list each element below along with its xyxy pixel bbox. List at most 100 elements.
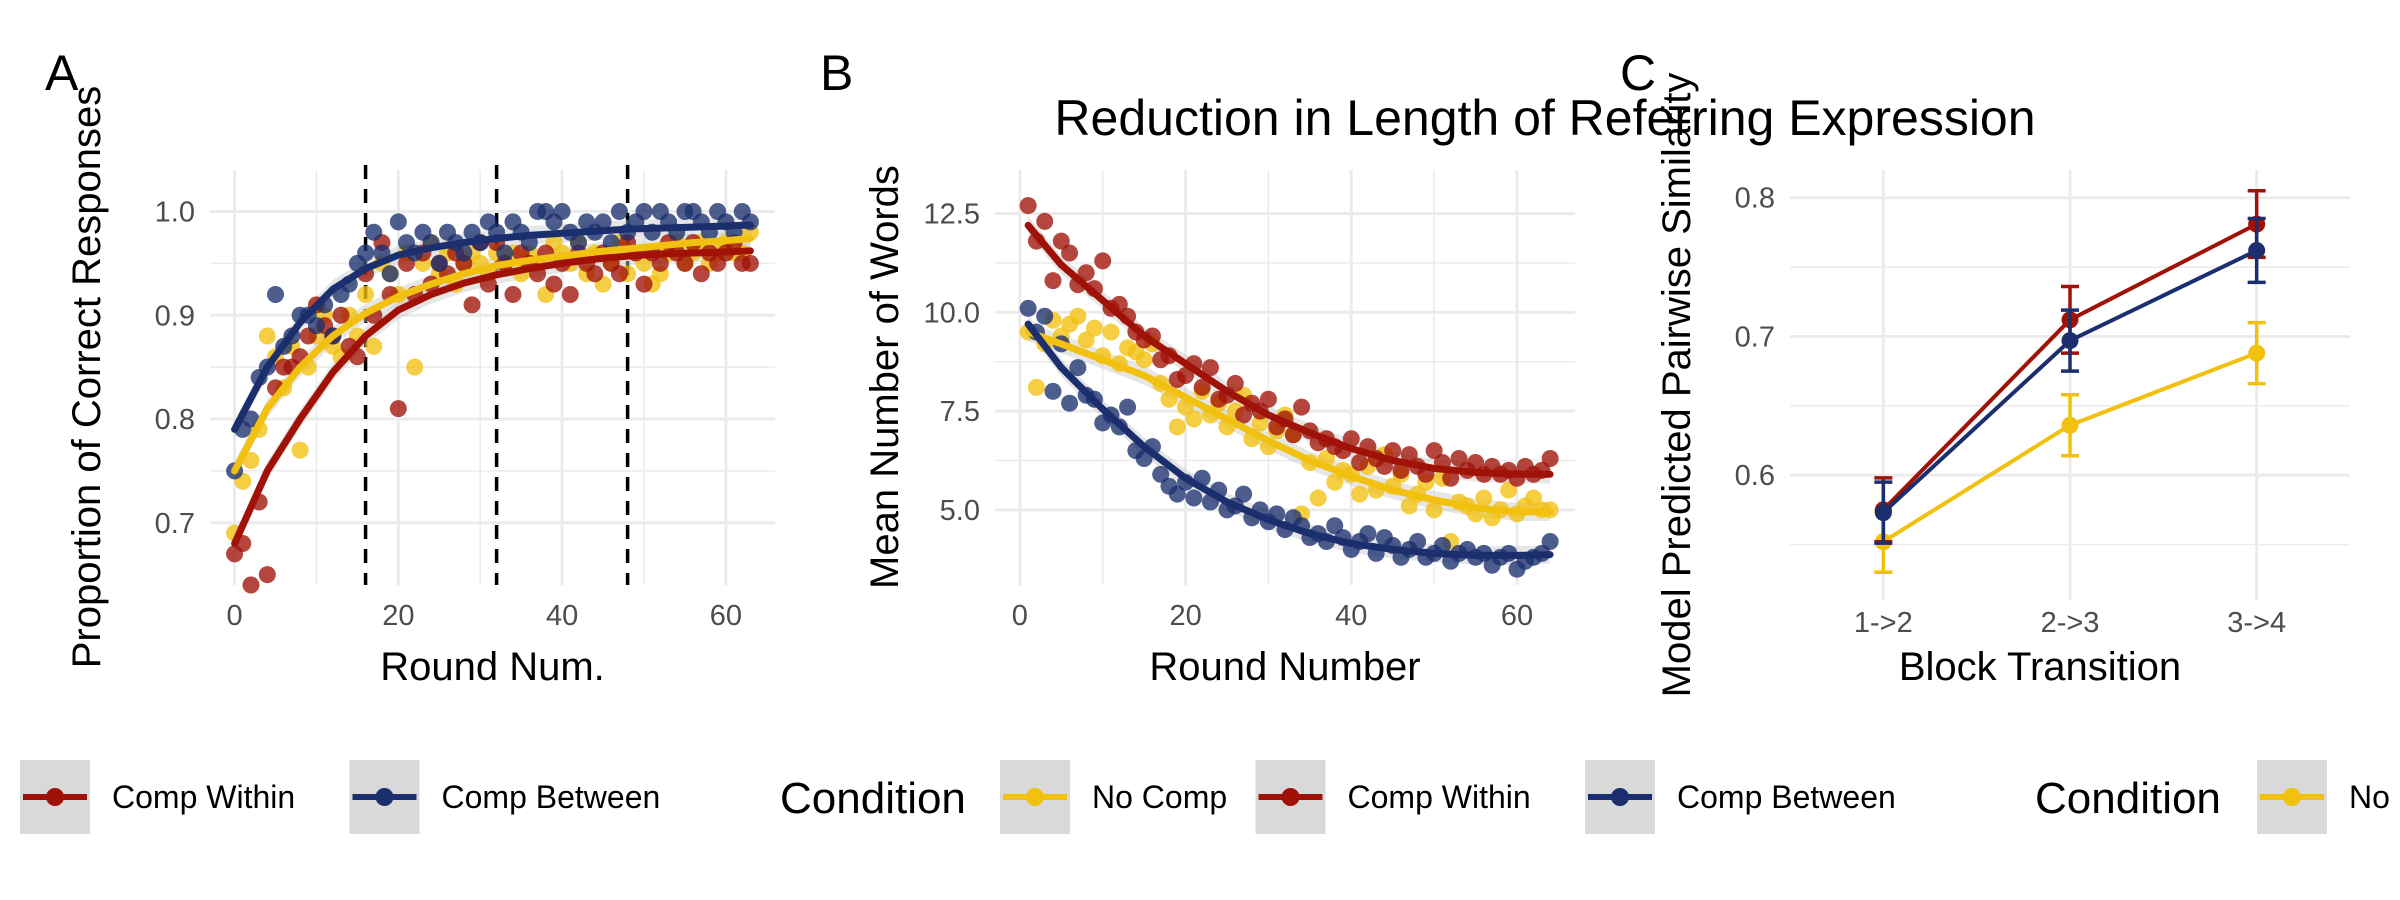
y-tick-label: 0.8 bbox=[1735, 183, 1775, 215]
data-point bbox=[1201, 359, 1219, 377]
data-point bbox=[1094, 252, 1112, 270]
panel-c: C 1->2 2->3 3->4 0.6 0.7 0.8 Block Transition Mo… bbox=[1620, 45, 2350, 697]
y-tick-label: 1.0 bbox=[155, 197, 195, 229]
data-point bbox=[267, 286, 285, 303]
data-point bbox=[1185, 489, 1203, 507]
legend-label: Comp Within bbox=[1348, 779, 1531, 815]
data-point bbox=[2248, 241, 2266, 259]
data-point bbox=[357, 244, 375, 262]
data-point bbox=[1069, 307, 1087, 325]
fit-line bbox=[1024, 221, 1554, 478]
panel-letter: B bbox=[820, 45, 853, 101]
data-point bbox=[307, 317, 325, 335]
data-point bbox=[1160, 390, 1178, 408]
data-point bbox=[381, 265, 399, 283]
data-point bbox=[586, 265, 604, 283]
data-point bbox=[1425, 442, 1443, 460]
data-point bbox=[1525, 489, 1543, 507]
data-point bbox=[463, 296, 481, 314]
data-point bbox=[2248, 344, 2266, 362]
data-point bbox=[692, 265, 710, 283]
data-point bbox=[561, 286, 579, 303]
data-point bbox=[594, 213, 612, 231]
x-axis-title: Round Num. bbox=[380, 645, 605, 689]
data-point bbox=[1259, 390, 1277, 408]
data-point bbox=[569, 234, 587, 252]
legend-point bbox=[1026, 788, 1044, 806]
y-tick-label: 0.7 bbox=[1735, 321, 1775, 353]
data-point bbox=[1077, 264, 1095, 282]
fit-line bbox=[231, 235, 754, 475]
legend-label: No Comp bbox=[1092, 779, 1227, 815]
data-point bbox=[504, 286, 522, 303]
data-point bbox=[242, 410, 260, 428]
data-point bbox=[1168, 485, 1186, 503]
y-tick-label: 5.0 bbox=[940, 495, 980, 527]
data-point bbox=[258, 327, 276, 345]
y-tick-label: 0.7 bbox=[155, 508, 195, 540]
x-tick-label: 20 bbox=[382, 600, 414, 632]
data-point bbox=[1235, 406, 1253, 424]
data-point bbox=[1152, 465, 1170, 483]
data-point bbox=[1019, 197, 1037, 215]
data-point bbox=[291, 441, 309, 459]
data-point bbox=[430, 254, 448, 272]
data-point bbox=[1036, 212, 1054, 230]
legend-point bbox=[1281, 788, 1300, 806]
data-point bbox=[1541, 533, 1559, 551]
x-tick-label: 0 bbox=[1012, 600, 1028, 632]
data-point bbox=[1425, 501, 1443, 519]
data-point bbox=[651, 254, 669, 272]
x-tick-label: 40 bbox=[1335, 600, 1367, 632]
data-point bbox=[1400, 497, 1418, 515]
data-point bbox=[610, 265, 628, 283]
data-point bbox=[676, 254, 694, 272]
y-axis-title: Proportion of Correct Responses bbox=[65, 86, 109, 669]
data-point bbox=[1185, 410, 1203, 428]
data-point bbox=[1326, 473, 1344, 491]
fit-line bbox=[231, 247, 754, 547]
data-point bbox=[635, 275, 653, 293]
data-point bbox=[1309, 489, 1327, 507]
fit-line bbox=[231, 221, 754, 433]
data-point bbox=[455, 244, 473, 262]
data-point bbox=[332, 306, 350, 324]
panel-b: B 0 20 40 60 5.0 7.5 10.0 12.5 Round Number Mean N… bbox=[820, 45, 2036, 689]
data-point bbox=[1342, 430, 1360, 448]
data-point bbox=[1442, 469, 1460, 487]
x-axis-title: Block Transition bbox=[1899, 645, 2181, 689]
x-tick-label: 1->2 bbox=[1854, 607, 1913, 639]
data-point bbox=[1541, 450, 1559, 468]
data-point bbox=[1069, 359, 1087, 377]
y-tick-label: 7.5 bbox=[940, 396, 980, 428]
data-point bbox=[1193, 378, 1211, 396]
data-point bbox=[1475, 489, 1493, 507]
data-point bbox=[1168, 418, 1186, 436]
y-tick-label: 0.8 bbox=[155, 404, 195, 436]
data-point bbox=[2061, 332, 2079, 350]
legend-point bbox=[375, 788, 394, 806]
data-point bbox=[1119, 398, 1137, 416]
data-point bbox=[1251, 414, 1269, 432]
data-point bbox=[1433, 536, 1451, 554]
x-tick-label: 20 bbox=[1169, 600, 1201, 632]
data-point bbox=[1351, 485, 1369, 503]
fit-line bbox=[1024, 320, 1554, 559]
legend-title: Condition bbox=[780, 774, 966, 823]
chart-title: Reduction in Length of Referring Express… bbox=[1054, 90, 2035, 146]
data-point bbox=[1102, 323, 1120, 341]
data-point bbox=[1359, 525, 1377, 543]
data-point bbox=[1044, 382, 1062, 400]
x-tick-label: 60 bbox=[710, 600, 742, 632]
data-point bbox=[365, 337, 383, 355]
y-tick-label: 0.9 bbox=[155, 300, 195, 332]
legend-label: No bbox=[2349, 779, 2390, 815]
data-point bbox=[610, 203, 628, 220]
x-tick-label: 40 bbox=[546, 600, 578, 632]
data-point bbox=[553, 203, 571, 220]
data-point bbox=[1384, 442, 1402, 460]
data-point bbox=[1500, 481, 1518, 499]
legend-label: Comp Between bbox=[1677, 779, 1896, 815]
x-tick-label: 2->3 bbox=[2041, 607, 2100, 639]
